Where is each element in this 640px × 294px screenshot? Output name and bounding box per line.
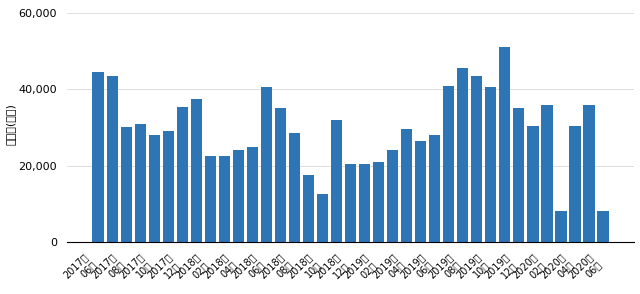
Bar: [219, 156, 230, 242]
Bar: [415, 141, 426, 242]
Bar: [471, 76, 483, 242]
Bar: [401, 129, 412, 242]
Bar: [303, 175, 314, 242]
Bar: [93, 72, 104, 242]
Bar: [485, 88, 497, 242]
Bar: [513, 108, 525, 242]
Bar: [359, 164, 370, 242]
Bar: [527, 126, 538, 242]
Bar: [457, 69, 468, 242]
Bar: [247, 146, 258, 242]
Bar: [570, 126, 580, 242]
Bar: [275, 108, 286, 242]
Bar: [148, 135, 160, 242]
Bar: [345, 164, 356, 242]
Bar: [373, 162, 384, 242]
Bar: [597, 211, 609, 242]
Bar: [191, 99, 202, 242]
Bar: [163, 131, 174, 242]
Bar: [499, 47, 511, 242]
Bar: [120, 128, 132, 242]
Y-axis label: 거래량(건수): 거래량(건수): [6, 103, 15, 145]
Bar: [541, 105, 552, 242]
Bar: [233, 150, 244, 242]
Bar: [205, 156, 216, 242]
Bar: [443, 86, 454, 242]
Bar: [289, 133, 300, 242]
Bar: [584, 105, 595, 242]
Bar: [177, 106, 188, 242]
Bar: [106, 76, 118, 242]
Bar: [331, 120, 342, 242]
Bar: [429, 135, 440, 242]
Bar: [317, 194, 328, 242]
Bar: [134, 124, 146, 242]
Bar: [387, 150, 398, 242]
Bar: [260, 88, 272, 242]
Bar: [556, 211, 566, 242]
